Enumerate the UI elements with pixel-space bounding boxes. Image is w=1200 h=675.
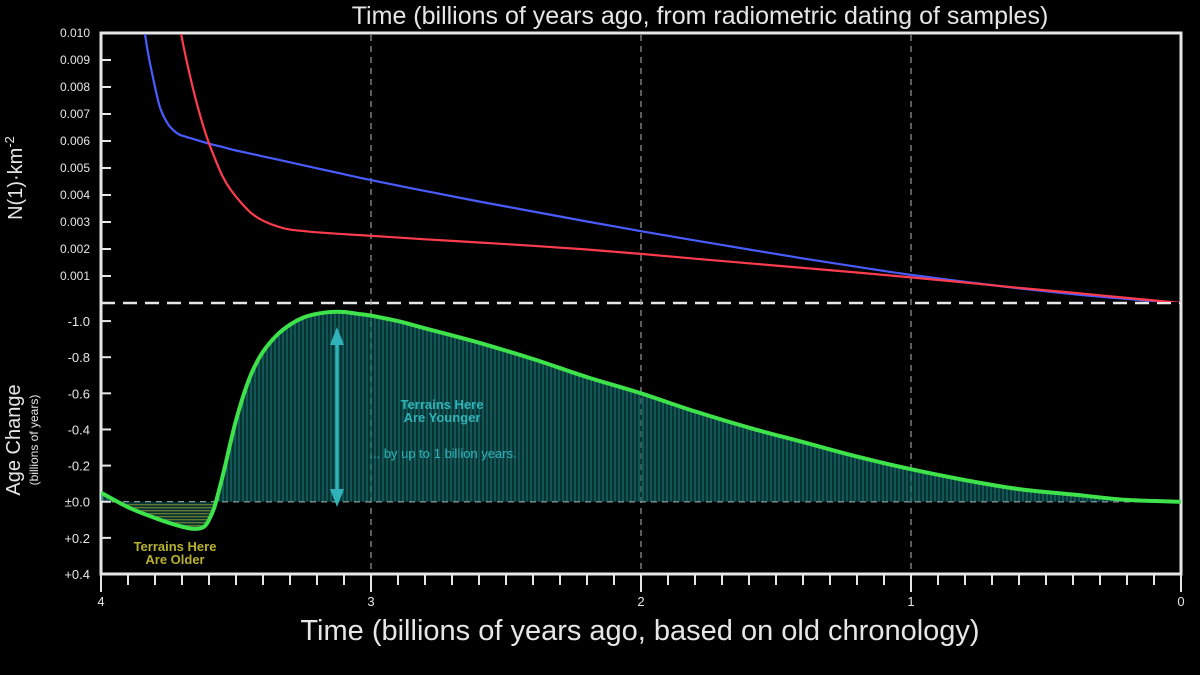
top-ytick-label: 0.009 (60, 53, 90, 67)
bottom-ytick-label: ±0.0 (65, 495, 90, 510)
x-tick-label: 0 (1177, 594, 1184, 609)
top-ytick-label: 0.001 (60, 269, 90, 283)
top-y-label: N(1)·km-2 (2, 136, 27, 220)
bottom-axis-title: Time (billions of years ago, based on ol… (300, 615, 979, 647)
series-line-2 (180, 34, 1181, 302)
arrow-head-up (330, 327, 344, 345)
bottom-ytick-label: -0.2 (68, 459, 90, 474)
x-tick-label: 1 (907, 594, 914, 609)
bottom-ytick-label: -0.4 (68, 422, 90, 437)
axis-ticks (100, 32, 1182, 592)
bottom-y-sublabel: (billions of years) (27, 395, 41, 486)
bottom-ytick-label: -1.0 (68, 314, 90, 329)
top-y-label-sup: -2 (2, 136, 17, 148)
older-label-line2: Are Older (145, 552, 204, 567)
top-ytick-label: 0.005 (60, 161, 90, 175)
younger-label-line2: Are Younger (404, 410, 481, 425)
top-ytick-label: 0.004 (60, 188, 90, 202)
bottom-ytick-label: -0.8 (68, 350, 90, 365)
area-fill (101, 311, 1181, 529)
top-ytick-label: 0.007 (60, 107, 90, 121)
bottom-ytick-label: +0.4 (64, 567, 90, 582)
older-label-line1: Terrains Here (134, 539, 217, 554)
bottom-ytick-label: -0.6 (68, 386, 90, 401)
younger-note: ... by up to 1 billion years. (369, 446, 516, 461)
top-axis-title: Time (billions of years ago, from radiom… (352, 2, 1049, 30)
x-tick-label: 3 (367, 594, 374, 609)
top-ytick-label: 0.008 (60, 80, 90, 94)
bottom-y-label: Age Change (3, 384, 25, 495)
arrow-head-down (330, 489, 344, 507)
younger-label-line1: Terrains Here (401, 397, 484, 412)
top-y-label-main: N(1)·km (5, 148, 27, 220)
top-ytick-label: 0.003 (60, 215, 90, 229)
top-ytick-label: 0.002 (60, 242, 90, 256)
top-ytick-label: 0.006 (60, 134, 90, 148)
tick-labels: 0.010 0.009 0.008 0.007 0.006 0.005 0.004 0.003… (60, 26, 1185, 609)
grid-lines (101, 35, 1181, 572)
series-lines (101, 34, 1181, 531)
x-tick-label: 4 (97, 594, 104, 609)
age-change-line (101, 309, 1181, 531)
double-arrow (330, 327, 344, 507)
x-tick-label: 2 (637, 594, 644, 609)
series-line-1 (143, 34, 1181, 302)
bottom-ytick-label: +0.2 (64, 531, 90, 546)
top-ytick-label: 0.010 (60, 26, 90, 40)
